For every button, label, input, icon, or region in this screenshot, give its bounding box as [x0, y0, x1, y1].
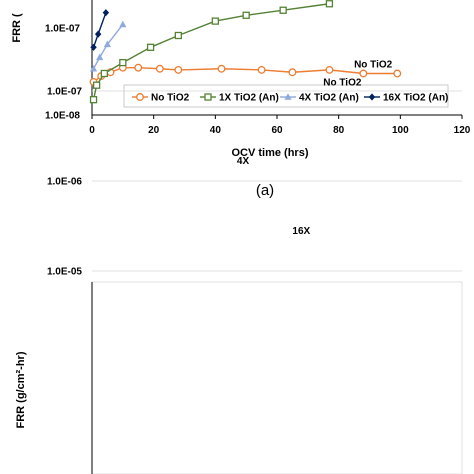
panel-a-y-tick-label: 1.0E-08 [45, 111, 80, 122]
panel-a-series-1-point-0 [89, 96, 98, 104]
panel-a-series-3-point-0 [90, 43, 97, 51]
panel-b-y-tick-label: 1.0E-07 [47, 87, 82, 98]
panel-a-x-tick-label: 0 [89, 125, 95, 136]
panel-a-series-0-point-11 [359, 69, 368, 78]
panel-a-series-0-point-6 [174, 65, 183, 74]
panel-a-series [89, 0, 402, 104]
panel-a-series-1-point-3 [119, 58, 127, 67]
legend: No TiO2 1X TiO2 (An) 4X TiO2 (An) 16X TiO2 … [132, 93, 448, 104]
panel-b-annotation: 16X [292, 226, 310, 237]
panel-a-series-1-point-7 [242, 11, 250, 19]
panel-a-series-0-point-7 [217, 64, 226, 73]
panel-b-annotation: 4X [237, 156, 250, 167]
tick-labels: 1.0E-08 1.0E-07 0 20 40 60 80 100 120 1.0E-05 1.0E… [45, 24, 471, 278]
legend-marker-2 [284, 93, 292, 100]
panel-a-series-0-point-12 [393, 69, 402, 78]
panel-a-series-3-point-1 [94, 30, 102, 38]
panel-a-x-tick-label: 20 [148, 125, 160, 136]
panel-a-series-2-point-3 [119, 20, 127, 28]
panel-a-y-tick-label: 1.0E-07 [45, 24, 80, 35]
panel-a-series-1-point-5 [174, 31, 182, 40]
legend-marker-1 [204, 93, 212, 101]
panel-b-y-tick-label: 1.0E-05 [47, 267, 82, 278]
panel-a-annotation: No TiO2 [354, 60, 393, 71]
annotations-layer: No TiO2 16X 4X No TiO2 [237, 60, 393, 238]
panel-a-series-3-line [92, 12, 107, 48]
legend-marker-0 [136, 93, 144, 101]
panel-a-series-1-point-4 [146, 43, 155, 51]
panel-a-series-3-point-2 [102, 9, 110, 17]
panel-a-series-0-point-5 [155, 64, 164, 73]
panel-a-x-tick-label: 40 [210, 125, 222, 136]
panel-a-series-2-point-0 [89, 64, 98, 72]
panel-a-series-2-point-2 [103, 40, 112, 48]
panel-a-x-tick-label: 60 [271, 125, 283, 136]
panel-a-series-2-line [92, 23, 124, 70]
panel-a-x-tick-label: 80 [333, 125, 345, 136]
panel-b-plot-area [91, 281, 463, 474]
panel-a-ylabel: FRR ( [11, 13, 23, 43]
panel-b-ylabel: FRR (g/cm²-hr) [15, 351, 27, 428]
panel-b-y-tick-label: 1.0E-06 [47, 177, 82, 188]
legend-entry-0: No TiO2 [151, 93, 190, 104]
panel-a-xlabel: OCV time (hrs) [231, 147, 308, 159]
panel-a-series-1-point-2 [100, 69, 108, 78]
panel-a-legend-box [123, 84, 449, 108]
panel-a-series-1-point-1 [92, 81, 101, 89]
panel-a-series-1-point-6 [211, 17, 219, 25]
panel-a-x-tick-label: 100 [392, 125, 409, 136]
legend-entry-1: 1X TiO2 (An) [219, 93, 279, 104]
panel-a-series-1-line [92, 3, 330, 100]
panel-a-series-0-point-8 [257, 65, 266, 74]
legend-entry-2: 4X TiO2 (An) [299, 93, 359, 104]
legend-marker-3 [368, 93, 376, 101]
panel-b-annotation: No TiO2 [323, 77, 362, 88]
legend-entry-3: 16X TiO2 (An) [383, 93, 448, 104]
panel-a-series-0-point-9 [288, 68, 297, 77]
series-layer [89, 0, 402, 104]
panel-a-series-0-point-4 [134, 63, 143, 72]
panel-a-x-tick-label: 120 [454, 125, 471, 136]
panel-a-series-0-point-10 [325, 65, 334, 74]
panel-a-series-2-point-1 [96, 53, 104, 61]
panel-a-series-1-point-9 [325, 0, 334, 8]
gridlines [92, 90, 462, 272]
panel-a-series-1-point-8 [279, 6, 287, 14]
panel-label: (a) [256, 182, 274, 199]
